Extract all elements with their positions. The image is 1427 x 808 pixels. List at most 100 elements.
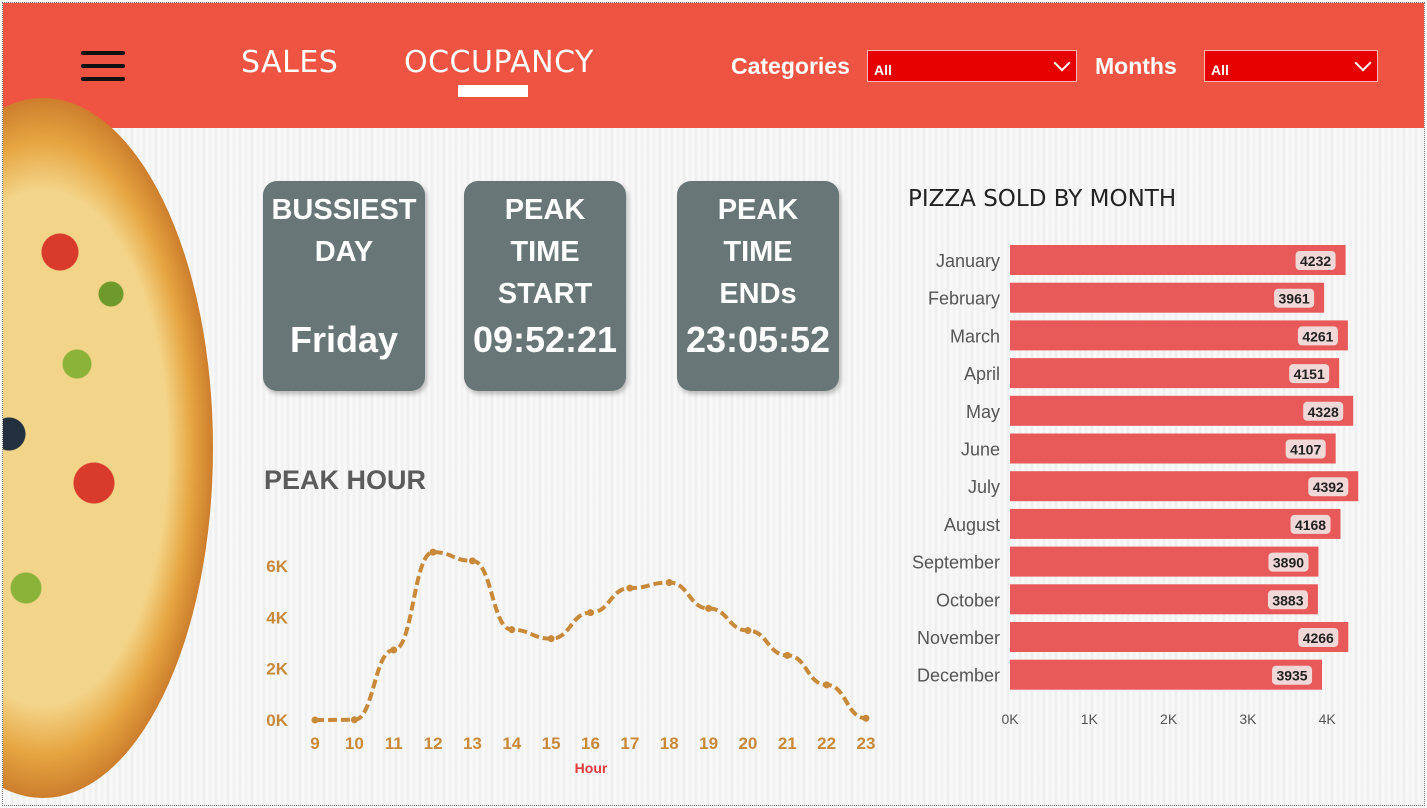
pizza-by-month-title: PIZZA SOLD BY MONTH (908, 186, 1177, 212)
data-label-bg (1295, 251, 1336, 270)
bar (1010, 508, 1341, 539)
data-label: 4232 (1300, 253, 1331, 269)
bar (1010, 358, 1340, 389)
x-tick-label: 13 (463, 734, 482, 753)
category-label: February (928, 289, 1000, 309)
data-point (823, 681, 831, 689)
bar (1010, 622, 1349, 652)
menu-icon[interactable] (81, 51, 125, 83)
category-label: May (966, 402, 1000, 422)
data-point (547, 635, 555, 643)
category-label: August (944, 515, 1000, 535)
x-tick-label: 20 (738, 734, 757, 753)
data-point (429, 548, 437, 556)
data-point (468, 557, 476, 565)
data-label: 3961 (1279, 291, 1310, 307)
data-label: 3890 (1273, 555, 1304, 571)
category-label: September (912, 553, 1000, 573)
x-tick-label: 10 (345, 734, 364, 753)
data-point (705, 604, 713, 612)
category-label: April (964, 364, 1000, 384)
kpi-card-peak-start: PEAK TIME START 09:52:21 (464, 181, 626, 391)
data-point (587, 609, 594, 617)
x-tick-label: 23 (857, 734, 876, 753)
tab-occupancy[interactable]: OCCUPANCY (404, 45, 594, 80)
data-label-bg (1290, 514, 1331, 534)
pizza-by-month-chart: January 4232 February 3961 March 4261 April 415… (912, 245, 1359, 727)
data-point (508, 626, 516, 634)
months-dropdown-value: All (1211, 62, 1229, 78)
bar (1010, 584, 1318, 615)
x-tick-label: 3K (1239, 711, 1257, 727)
data-point (311, 716, 319, 724)
bar (1010, 471, 1359, 502)
data-label: 3883 (1272, 592, 1303, 608)
data-label-bg (1289, 364, 1330, 384)
data-label: 4328 (1308, 404, 1339, 420)
data-point (350, 716, 358, 724)
data-label: 4392 (1313, 479, 1344, 495)
y-tick-label: 0K (266, 711, 288, 730)
kpi-value: 23:05:52 (685, 319, 831, 360)
bar (1010, 659, 1323, 690)
categories-dropdown-value: All (874, 62, 892, 78)
kpi-value: 09:52:21 (472, 319, 618, 360)
data-label-bg (1297, 326, 1338, 346)
bar (1010, 546, 1319, 577)
x-tick-label: 18 (660, 734, 679, 753)
data-label-bg (1267, 590, 1308, 610)
months-label: Months (1095, 53, 1177, 79)
bar (1010, 320, 1348, 351)
chevron-down-icon (1053, 54, 1071, 72)
series-line (314, 550, 867, 722)
categories-dropdown[interactable]: All (867, 50, 1077, 82)
active-tab-indicator (458, 85, 528, 97)
x-tick-label: 9 (310, 734, 319, 753)
data-label-bg (1285, 439, 1326, 459)
bar (1010, 282, 1325, 313)
y-tick-label: 6K (266, 557, 288, 576)
x-tick-label: 21 (778, 734, 797, 753)
data-label: 4107 (1290, 442, 1321, 458)
bar (1010, 395, 1354, 426)
data-point (626, 584, 634, 592)
months-dropdown[interactable]: All (1204, 50, 1378, 82)
peak-hour-chart: 0K 2K 4K 6K 9 10 11 12 13 14 15 16 17 18 19 20 21 22 23 Hou… (266, 548, 876, 776)
kpi-card-busiest-day: BUSSIEST DAY Friday (263, 181, 425, 391)
y-tick-label: 4K (266, 608, 288, 627)
peak-hour-title: PEAK HOUR (264, 465, 427, 495)
data-label: 4266 (1303, 630, 1334, 646)
category-label: January (936, 251, 1000, 271)
x-tick-label: 0K (1001, 711, 1019, 727)
data-label-bg (1308, 477, 1349, 497)
x-tick-label: 14 (502, 734, 521, 753)
data-point (390, 646, 398, 654)
kpi-title: PEAK TIME START (497, 194, 593, 310)
kpi-title: BUSSIEST DAY (271, 194, 417, 268)
category-label: December (917, 666, 1000, 686)
chevron-down-icon (1354, 54, 1372, 72)
data-point (862, 714, 870, 722)
x-tick-label: 4K (1319, 711, 1337, 727)
data-label-bg (1303, 401, 1344, 421)
pizza-image (3, 98, 213, 798)
category-label: July (968, 477, 1000, 497)
header-bar: SALES OCCUPANCY Categories All Months Al… (3, 3, 1424, 128)
x-tick-label: 11 (385, 734, 403, 753)
category-label: June (961, 440, 1000, 460)
data-label-bg (1272, 665, 1313, 685)
category-label: October (936, 590, 1000, 610)
category-label: November (917, 628, 1000, 648)
data-label: 3935 (1276, 668, 1307, 684)
x-axis-label: Hour (575, 760, 608, 776)
kpi-title: PEAK TIME ENDs (717, 194, 799, 310)
tab-sales[interactable]: SALES (241, 45, 339, 80)
bar (1010, 245, 1346, 275)
data-label-bg (1268, 552, 1309, 572)
categories-label: Categories (731, 53, 850, 79)
data-point (783, 651, 791, 659)
data-label-bg (1298, 628, 1339, 647)
data-label-bg (1274, 288, 1315, 308)
y-tick-label: 2K (266, 660, 288, 679)
x-tick-label: 19 (699, 734, 718, 753)
